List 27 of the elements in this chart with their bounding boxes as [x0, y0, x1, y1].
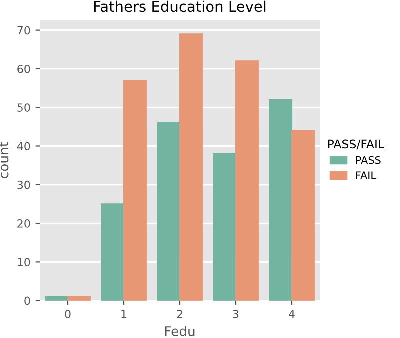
- y-tick-label: 70: [18, 26, 30, 35]
- x-tick-label: 0: [65, 310, 71, 318]
- y-tick-label: 60: [18, 64, 30, 74]
- bar: [213, 153, 237, 301]
- bar: [291, 130, 315, 301]
- legend-title: PASS/FAIL: [328, 140, 384, 150]
- x-axis-title: Fedu: [165, 326, 195, 336]
- bar: [157, 122, 181, 301]
- y-tick-label: 40: [17, 142, 30, 151]
- legend-label: PASS: [356, 156, 381, 164]
- y-tick-label: 30: [18, 180, 30, 190]
- bar: [101, 204, 125, 301]
- bar: [67, 296, 91, 301]
- x-tick-label: 2: [177, 310, 182, 318]
- y-tick-label: 10: [18, 258, 30, 267]
- bar: [235, 60, 259, 301]
- bar: [179, 34, 203, 301]
- x-tick-label: 1: [122, 310, 127, 318]
- bar: [269, 99, 293, 301]
- chart-title: Fathers Education Level: [94, 0, 266, 12]
- y-tick-label: 20: [18, 220, 30, 228]
- x-tick-label: 3: [233, 310, 239, 318]
- y-tick-label: 50: [18, 104, 30, 112]
- legend-label: FAIL: [356, 172, 376, 180]
- x-tick-label: 4: [289, 310, 295, 318]
- bar: [123, 80, 147, 301]
- y-tick-label: 0: [24, 296, 30, 306]
